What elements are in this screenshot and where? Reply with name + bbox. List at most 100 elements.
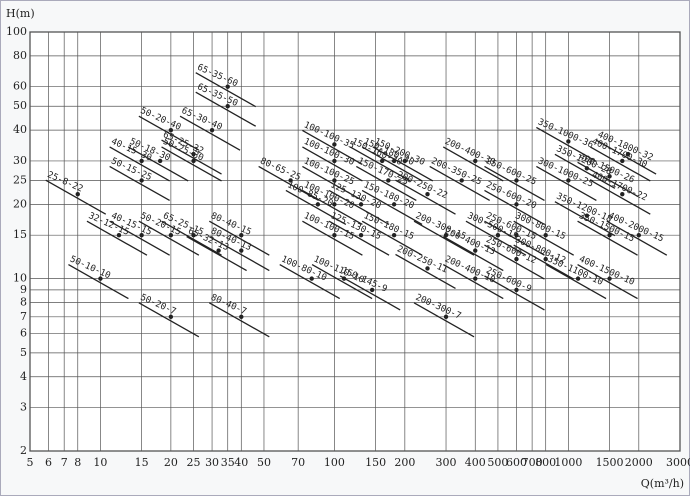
pump-curve [536, 165, 597, 202]
duty-point [369, 287, 375, 293]
pump-curve [429, 165, 491, 202]
duty-point [607, 232, 612, 238]
duty-point [191, 232, 196, 238]
pump-curve [208, 220, 270, 256]
pump-curve [138, 115, 200, 151]
y-tick-label: 80 [13, 49, 27, 62]
duty-point [379, 158, 385, 164]
x-tick-label: 700 [522, 456, 543, 469]
duty-point [443, 314, 449, 320]
duty-point [332, 202, 337, 207]
pump-curve [395, 179, 456, 215]
duty-point [332, 232, 337, 238]
x-tick-label: 2000 [625, 456, 653, 469]
x-tick-label: 100 [324, 456, 345, 469]
y-tick-label: 20 [13, 197, 27, 210]
x-tick-label: 200 [394, 456, 415, 469]
x-tick-label: 300 [436, 456, 457, 469]
duty-point [191, 151, 196, 157]
pump-curve [161, 146, 222, 182]
x-tick-label: 6 [45, 456, 52, 469]
y-tick-label: 40 [13, 123, 27, 136]
pump-curve [589, 146, 651, 182]
duty-point [157, 158, 163, 164]
x-tick-label: 5 [27, 456, 34, 469]
duty-point [225, 104, 230, 109]
x-tick-label: 150 [365, 456, 386, 469]
y-tick-label: 8 [20, 296, 27, 309]
duty-point [309, 276, 314, 281]
duty-point [543, 232, 548, 238]
duty-point [620, 191, 625, 197]
x-tick-label: 1000 [554, 456, 582, 469]
pump-curve [513, 244, 575, 280]
duty-point [575, 276, 581, 281]
pump-curve [208, 302, 270, 338]
duty-point [514, 256, 519, 262]
x-tick-label: 20 [164, 456, 178, 469]
duty-point [332, 178, 337, 183]
pump-curve [285, 189, 347, 225]
y-tick-label: 5 [20, 346, 27, 359]
pump-curve [554, 153, 616, 189]
y-tick-label: 6 [20, 326, 27, 339]
x-tick-label: 600 [506, 456, 527, 469]
x-tick-label: 35 [221, 456, 235, 469]
pump-curve [484, 244, 545, 280]
pump-curve [109, 146, 170, 182]
pump-curve [361, 220, 423, 256]
y-tick-label: 2 [20, 444, 27, 457]
duty-point [402, 158, 408, 164]
y-tick-label: 3 [20, 401, 27, 414]
pump-curve [545, 264, 607, 300]
pump-curve [372, 146, 434, 182]
y-tick-label: 25 [13, 173, 27, 186]
x-tick-label: 7 [61, 456, 68, 469]
duty-point [514, 202, 519, 207]
y-tick-label: 60 [13, 80, 27, 93]
duty-point [495, 232, 501, 238]
pump-curve [179, 115, 241, 151]
pump-curve [109, 220, 170, 256]
y-tick-label: 10 [13, 272, 27, 285]
x-tick-label: 400 [465, 456, 486, 469]
duty-point [225, 84, 230, 89]
duty-point [139, 178, 144, 183]
x-tick-label: 40 [234, 456, 248, 469]
duty-point [358, 202, 364, 207]
x-tick-label: 3000 [666, 456, 690, 469]
pump-curve [442, 146, 504, 182]
pump-curve [302, 165, 363, 202]
pump-curve [195, 72, 257, 108]
pump-curve [138, 220, 200, 256]
duty-point [425, 266, 430, 271]
duty-point [473, 276, 478, 281]
duty-point [459, 178, 464, 183]
duty-point [168, 232, 174, 238]
y-tick-label: 9 [20, 283, 27, 296]
x-tick-label: 800 [535, 456, 556, 469]
x-tick-label: 15 [135, 456, 149, 469]
duty-point [168, 314, 174, 320]
pump-curve [577, 220, 638, 256]
duty-point [514, 178, 519, 183]
pump-curve [484, 165, 545, 202]
pump-curve [161, 220, 222, 256]
pump-curve [355, 165, 417, 202]
pump-curve [595, 139, 657, 175]
pump-curve [45, 179, 107, 215]
duty-point [191, 158, 196, 164]
duty-point [514, 287, 519, 293]
duty-point [168, 127, 174, 133]
x-tick-label: 8 [74, 456, 81, 469]
pump-curve [465, 220, 527, 256]
duty-point [209, 127, 215, 133]
duty-point [139, 158, 144, 164]
pump-curve [413, 220, 475, 256]
y-tick-label: 4 [20, 370, 27, 383]
x-tick-label: 1500 [596, 456, 624, 469]
pump-curve [484, 189, 545, 225]
pump-curve [86, 220, 148, 256]
pump-curve [302, 146, 363, 182]
duty-point [139, 232, 144, 238]
